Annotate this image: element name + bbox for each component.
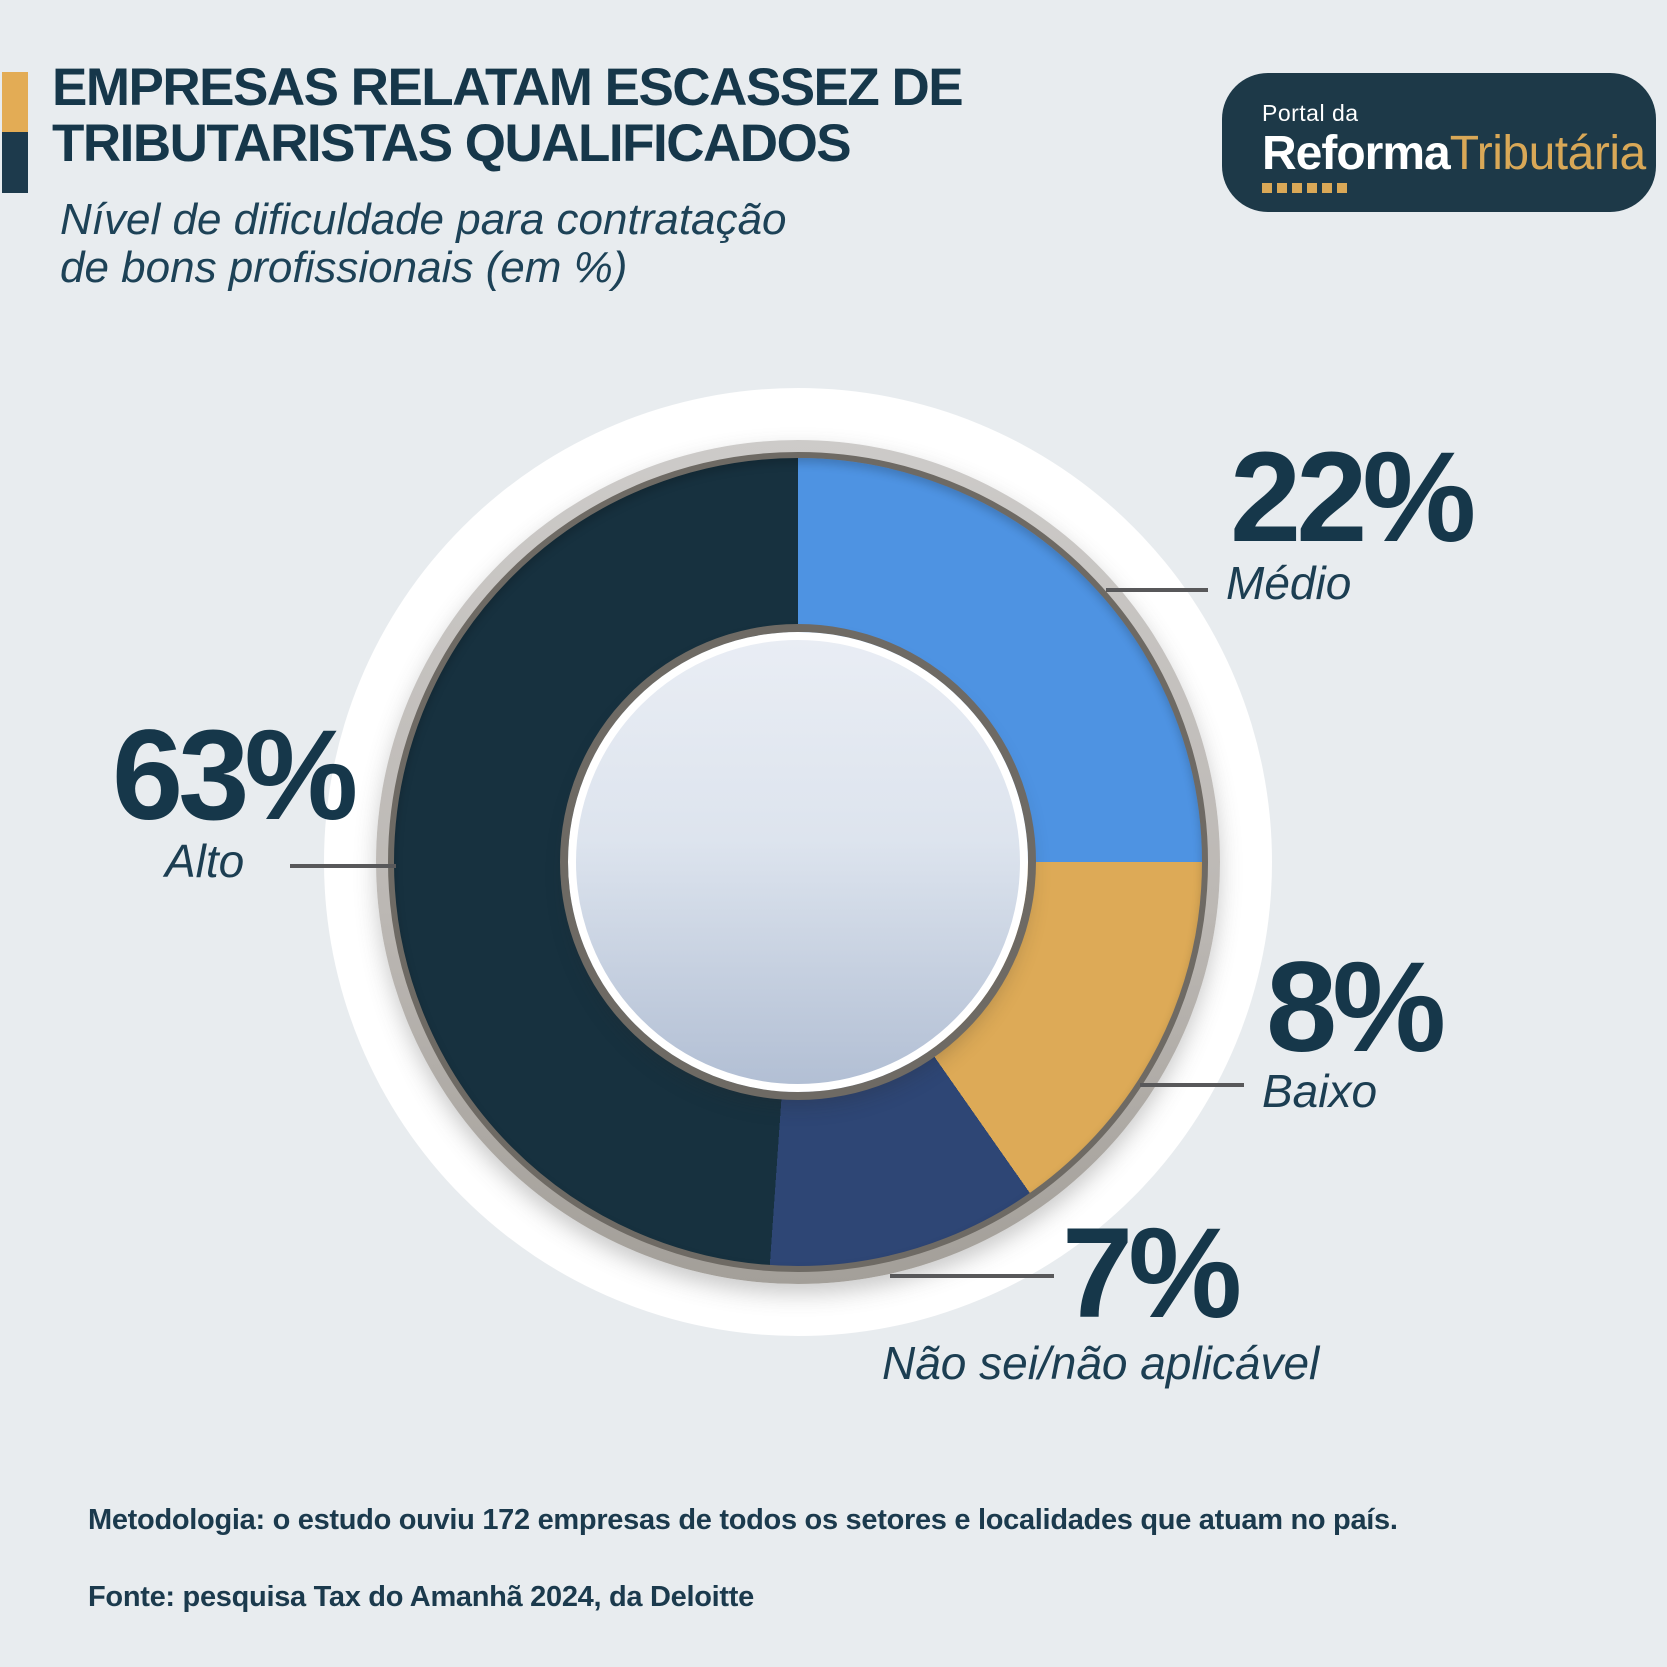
title-line-1: EMPRESAS RELATAM ESCASSEZ DE [52,58,964,117]
subtitle-line-2: de bons profissionais (em %) [60,243,628,292]
logo-dot [1262,183,1272,193]
callout-medio-label: Médio [1226,557,1352,609]
callout-medio-line [1106,588,1208,592]
donut-center-hole [568,632,1028,1092]
logo-brand-bold: Reforma [1262,127,1451,180]
donut-chart [324,388,1272,1336]
callout-baixo-line [1140,1083,1244,1087]
callout-naosei-label: Não sei/não aplicável [882,1337,1320,1389]
donut-segments [388,452,1208,1272]
callout-baixo-label: Baixo [1262,1065,1378,1117]
subtitle-line-1: Nível de dificuldade para contratação [60,195,787,244]
page-title: EMPRESAS RELATAM ESCASSEZ DE TRIBUTARISTA… [52,58,964,173]
logo-dot [1337,183,1347,193]
methodology-note: Metodologia: o estudo ouviu 172 empresas… [88,1504,1398,1536]
logo-top-text: Portal da [1262,100,1359,126]
callout-alto-line [290,864,396,868]
logo-dot [1277,183,1287,193]
callout-alto-value: 63% [112,704,358,847]
callout-baixo-value: 8% [1266,936,1446,1079]
callout-naosei-value: 7% [1062,1202,1242,1345]
logo-dot [1292,183,1302,193]
title-accent-bar [2,72,28,193]
chart-subtitle: Nível de dificuldade para contratação de … [60,196,786,292]
logo-brand-light: Tributária [1449,127,1646,180]
title-line-2: TRIBUTARISTAS QUALIFICADOS [52,114,852,173]
accent-bar-navy [2,132,28,193]
callout-medio-value: 22% [1230,426,1476,569]
accent-bar-gold [2,72,28,132]
portal-reforma-tributaria-logo: Portal da ReformaTributária [1222,73,1656,212]
logo-dot [1307,183,1317,193]
logo-dot [1322,183,1332,193]
callout-alto-label: Alto [165,835,245,887]
logo-brand-text: ReformaTributária [1262,130,1656,178]
logo-dotted-underline [1262,183,1656,193]
source-note: Fonte: pesquisa Tax do Amanhã 2024, da D… [88,1581,754,1613]
callout-naosei-line [890,1274,1054,1278]
